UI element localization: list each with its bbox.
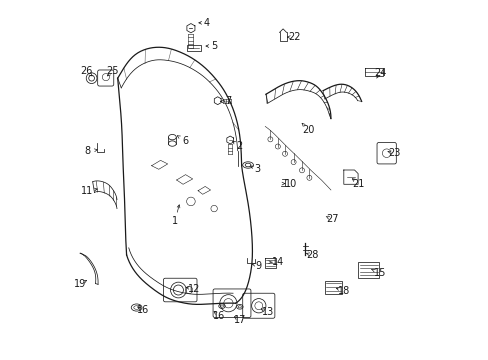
Text: 20: 20 [302, 125, 314, 135]
Text: 13: 13 [261, 307, 273, 317]
Text: 9: 9 [255, 261, 261, 271]
Text: 22: 22 [287, 32, 300, 42]
Text: 16: 16 [213, 311, 225, 321]
Text: 6: 6 [182, 136, 188, 146]
Text: 10: 10 [284, 179, 296, 189]
Text: 27: 27 [325, 214, 338, 224]
Text: 2: 2 [236, 141, 242, 151]
Bar [358, 262, 378, 278]
Text: 5: 5 [211, 41, 217, 51]
Text: 23: 23 [387, 148, 400, 158]
Bar [324, 281, 341, 294]
Text: 12: 12 [188, 284, 200, 294]
Text: 8: 8 [84, 147, 90, 157]
Text: 17: 17 [234, 315, 246, 325]
Text: 16: 16 [136, 305, 148, 315]
Text: 14: 14 [272, 257, 284, 267]
Text: 1: 1 [171, 216, 178, 226]
Text: 11: 11 [81, 186, 93, 196]
Text: 25: 25 [106, 66, 118, 76]
Text: 24: 24 [373, 68, 386, 78]
Text: 18: 18 [337, 286, 349, 296]
Text: 19: 19 [74, 279, 86, 289]
Text: 21: 21 [352, 179, 364, 189]
Text: 15: 15 [373, 268, 386, 278]
Text: 3: 3 [253, 164, 260, 174]
Text: 28: 28 [305, 250, 318, 260]
Text: 26: 26 [80, 66, 93, 76]
Bar [186, 45, 201, 51]
Text: 4: 4 [203, 18, 210, 28]
Text: 7: 7 [225, 96, 231, 107]
